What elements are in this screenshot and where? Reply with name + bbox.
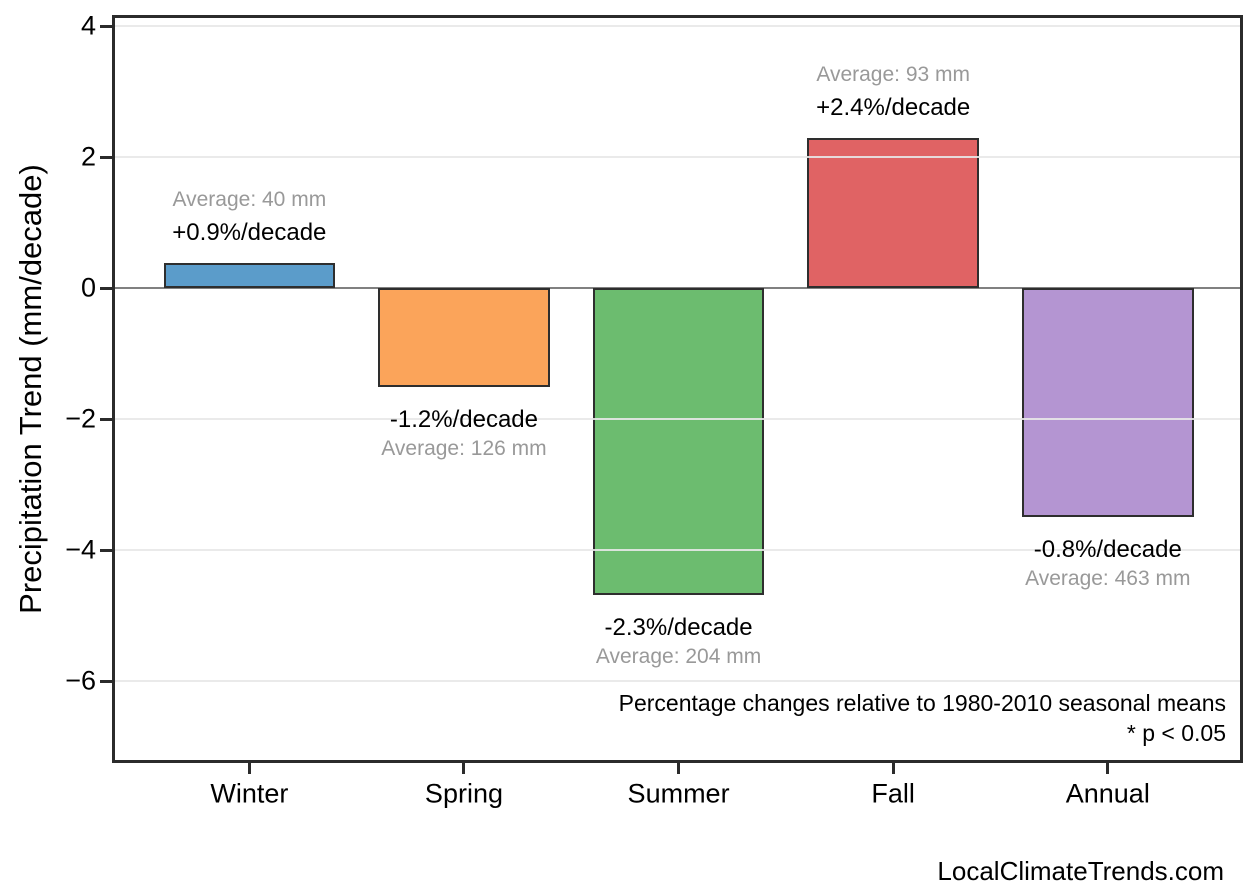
bar-annual: [1021, 288, 1194, 518]
x-tick-mark: [677, 763, 681, 774]
x-tick-label-summer: Summer: [627, 778, 730, 809]
footnote-line-1: Percentage changes relative to 1980-2010…: [618, 690, 1226, 716]
x-tick-mark: [1106, 763, 1110, 774]
y-tick-mark: [100, 679, 112, 683]
y-tick-label: −6: [65, 665, 96, 696]
bar-annotation-average: Average: 40 mm: [172, 188, 327, 212]
grid-line: [112, 156, 1243, 159]
x-tick-label-fall: Fall: [871, 778, 915, 809]
y-tick-mark: [100, 155, 112, 159]
y-tick-label: −2: [65, 403, 96, 434]
bar-fall: [807, 138, 980, 289]
bar-annotation-average: Average: 126 mm: [381, 437, 547, 461]
y-tick-label: 4: [80, 10, 96, 41]
bar-annotation-percent: -1.2%/decade: [389, 406, 539, 434]
y-axis-label: Precipitation Trend (mm/decade): [13, 164, 48, 614]
bar-annotation-percent: +0.9%/decade: [172, 219, 327, 247]
y-tick-label: 0: [80, 272, 96, 303]
footnote-line-2: * p < 0.05: [1126, 720, 1226, 746]
x-tick-label-spring: Spring: [424, 778, 503, 809]
bar-annotation-percent: -2.3%/decade: [604, 614, 753, 642]
x-tick-mark: [891, 763, 895, 774]
y-tick-label: 2: [80, 141, 96, 172]
bar-annotation-average: Average: 204 mm: [595, 645, 762, 669]
x-tick-mark: [247, 763, 251, 774]
x-tick-label-winter: Winter: [210, 778, 289, 809]
y-tick-mark: [100, 286, 112, 290]
x-tick-label-annual: Annual: [1065, 778, 1150, 809]
bar-winter: [163, 263, 336, 289]
y-tick-mark: [100, 24, 112, 28]
plot-area: [112, 15, 1243, 763]
bar-annotation-percent: -0.8%/decade: [1033, 536, 1182, 564]
x-tick-mark: [462, 763, 466, 774]
footnote: Percentage changes relative to 1980-2010…: [619, 688, 1226, 748]
bar-annotation-average: Average: 93 mm: [816, 63, 971, 87]
bar-annotation-percent: +2.4%/decade: [816, 94, 971, 122]
grid-line: [112, 25, 1243, 28]
grid-line: [112, 680, 1243, 683]
bar-annotation-average: Average: 463 mm: [1025, 567, 1191, 591]
y-tick-label: −4: [65, 534, 96, 565]
y-tick-mark: [100, 548, 112, 552]
bar-spring: [378, 288, 550, 388]
watermark: LocalClimateTrends.com: [937, 856, 1224, 886]
y-tick-mark: [100, 417, 112, 421]
bar-summer: [592, 288, 765, 596]
